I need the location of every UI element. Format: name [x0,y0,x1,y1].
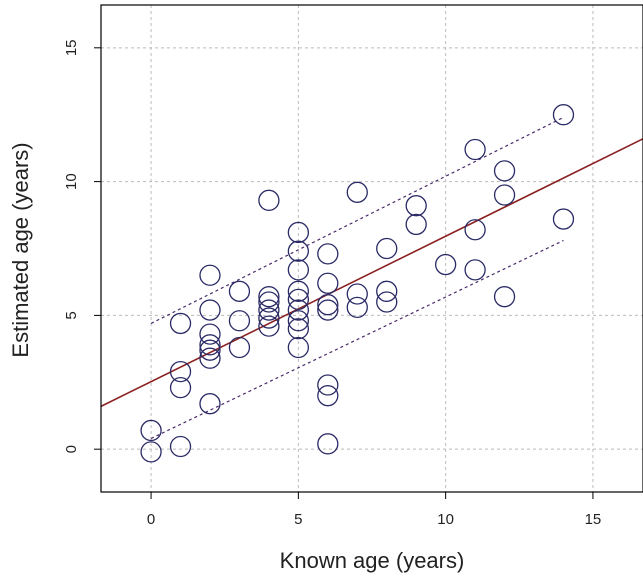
data-point [199,299,221,321]
data-point [287,318,310,340]
data-point [169,376,192,399]
data-point [493,286,516,308]
y-tick-label: 0 [63,445,80,453]
y-tick-label: 15 [63,39,80,56]
data-point [199,323,221,345]
data-point [434,253,457,276]
y-tick-label: 5 [63,311,80,319]
data-point [493,160,516,182]
data-point [258,315,280,337]
y-axis-label: Estimated age (years) [8,142,33,357]
data-point [169,312,192,335]
data-point [287,336,310,359]
data-point [317,433,339,455]
x-tick-label: 0 [147,511,155,528]
fit-line-layer [100,138,643,408]
data-point [258,286,280,308]
data-point [287,280,310,302]
regression-line [100,138,643,408]
data-point [228,280,251,302]
data-point [464,219,486,241]
data-point [169,435,192,458]
data-point [493,184,516,206]
y-tick-label: 10 [63,173,80,190]
data-point [405,195,427,217]
data-point [317,385,339,407]
prediction-band-layer [150,116,564,440]
data-point [464,138,486,161]
data-point [287,221,310,244]
upper-prediction-band [150,116,564,324]
data-point [228,336,251,359]
data-point [140,419,162,442]
data-point [552,104,575,126]
grid-layer [101,5,643,492]
data-point [258,307,280,329]
data-point [287,288,310,310]
data-point [199,334,221,356]
data-point [317,294,339,316]
data-point [287,299,310,321]
data-point [376,280,398,302]
data-point [228,310,251,332]
data-point [199,339,221,361]
data-point [258,189,280,211]
data-point [287,240,310,262]
data-point [376,237,398,260]
data-point [169,360,192,383]
data-point [287,310,310,332]
data-point [199,393,221,415]
data-point [552,208,575,230]
data-point [199,264,221,286]
data-point [140,441,162,463]
data-point [405,213,427,236]
data-point [346,283,368,305]
data-point [317,374,339,396]
data-point [317,243,339,265]
tick-layer: 0 5 10 15 0 5 10 15 [63,39,601,528]
data-point [258,291,280,313]
data-point [199,347,221,369]
data-point [346,181,368,203]
data-point [317,272,339,294]
data-point [258,299,280,321]
data-points-layer [140,104,575,463]
data-point [287,259,310,281]
data-point [464,259,486,281]
lower-prediction-band [150,239,564,440]
x-tick-label: 10 [437,511,454,528]
x-axis-label: Known age (years) [280,548,465,573]
plot-frame [100,4,643,493]
data-point [346,296,368,319]
x-tick-label: 5 [294,511,302,528]
data-point [317,299,339,321]
x-tick-label: 15 [585,511,602,528]
data-point [376,291,398,313]
